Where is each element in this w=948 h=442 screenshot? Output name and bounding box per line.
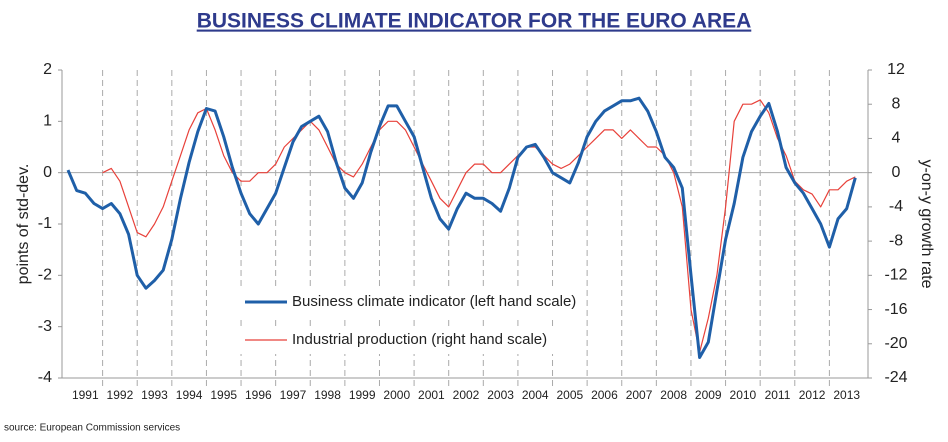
legend-label: Industrial production (right hand scale) <box>292 331 547 348</box>
y2-tick-label: -16 <box>884 301 907 318</box>
x-tick-label: 2010 <box>730 388 757 402</box>
x-tick-label: 2001 <box>418 388 445 402</box>
source: source: European Commission services <box>4 423 180 434</box>
y2-tick-label: 0 <box>892 164 901 181</box>
x-tick-label: 2002 <box>453 388 480 402</box>
y2-tick-label: 4 <box>892 130 901 147</box>
y-tick-label: 2 <box>43 61 52 78</box>
y2-axis-label: y-on-y growth rate <box>918 160 935 289</box>
y2-tick-label: 12 <box>887 61 905 78</box>
legend-label: Business climate indicator (left hand sc… <box>292 293 576 310</box>
y-axis-label: points of std-dev. <box>15 164 32 285</box>
y2-tick-label: -8 <box>889 232 903 249</box>
x-tick-label: 1997 <box>280 388 307 402</box>
x-tick-label: 2004 <box>522 388 549 402</box>
x-tick-label: 1991 <box>72 388 99 402</box>
x-tick-label: 1996 <box>245 388 272 402</box>
y2-tick-label: -24 <box>884 369 907 386</box>
y2-tick-label: -12 <box>884 267 907 284</box>
legend-bg <box>238 288 568 316</box>
y-tick-label: -4 <box>38 369 52 386</box>
legend-bg <box>238 326 568 354</box>
x-tick-label: 1995 <box>210 388 237 402</box>
x-tick-label: 2011 <box>765 388 791 402</box>
y-tick-label: -2 <box>38 267 52 284</box>
x-tick-label: 1992 <box>107 388 134 402</box>
x-tick-label: 2000 <box>383 388 410 402</box>
x-tick-label: 2012 <box>799 388 826 402</box>
x-tick-label: 2005 <box>556 388 583 402</box>
series-line <box>102 99 856 353</box>
x-tick-label: 2009 <box>695 388 722 402</box>
x-tick-label: 2007 <box>626 388 653 402</box>
chart-title: BUSINESS CLIMATE INDICATOR FOR THE EURO … <box>197 10 752 33</box>
x-tick-label: 2008 <box>660 388 687 402</box>
x-tick-label: 2006 <box>591 388 618 402</box>
x-tick-label: 1993 <box>141 388 168 402</box>
y-tick-label: 0 <box>43 164 52 181</box>
y2-tick-label: -20 <box>884 335 907 352</box>
y2-tick-label: 8 <box>892 95 901 112</box>
x-tick-label: 2003 <box>487 388 514 402</box>
x-tick-label: 2013 <box>833 388 860 402</box>
x-tick-label: 1998 <box>314 388 341 402</box>
y2-tick-label: -4 <box>889 198 903 215</box>
x-tick-label: 1994 <box>176 388 203 402</box>
series-line <box>66 96 857 359</box>
y-tick-label: -3 <box>38 318 52 335</box>
y-tick-label: 1 <box>43 113 52 130</box>
y-tick-label: -1 <box>38 215 52 232</box>
x-tick-label: 1999 <box>349 388 376 402</box>
